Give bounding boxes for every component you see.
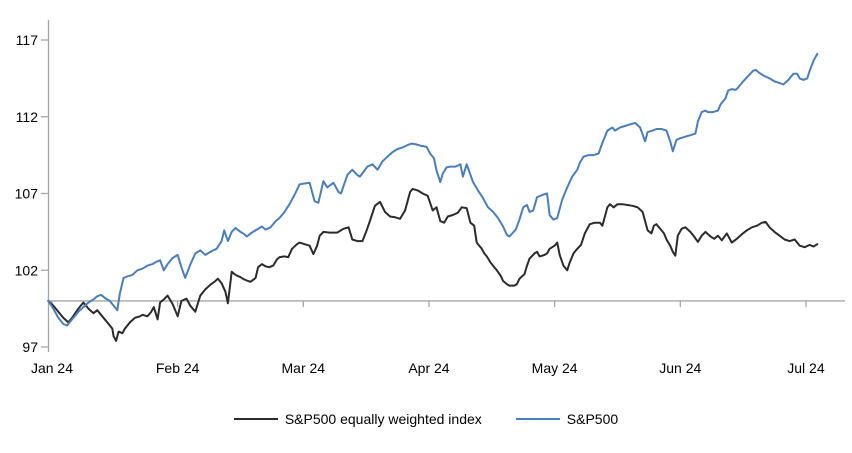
y-tick-label: 107: [15, 186, 39, 202]
x-tick-label: Jul 24: [787, 360, 825, 376]
legend-label-equal-weighted: S&P500 equally weighted index: [284, 411, 482, 427]
x-tick-label: Jan 24: [31, 360, 73, 376]
chart-legend: S&P500 equally weighted index S&P500: [0, 411, 852, 427]
equal-weighted-line-swatch: [233, 418, 278, 420]
equal-weighted-series-line: [47, 187, 819, 342]
y-tick-label: 117: [16, 32, 39, 48]
x-tick-label: Mar 24: [282, 360, 326, 376]
x-tick-label: May 24: [532, 360, 578, 376]
x-tick-label: Apr 24: [408, 360, 449, 376]
sp500-line-swatch: [515, 418, 560, 420]
x-tick-label: Feb 24: [156, 360, 200, 376]
legend-item-sp500: S&P500: [515, 411, 619, 427]
legend-item-equal-weighted: S&P500 equally weighted index: [233, 411, 482, 427]
x-tick-label: Jun 24: [659, 360, 701, 376]
y-tick-label: 102: [15, 262, 39, 278]
y-tick-label: 97: [22, 339, 38, 355]
sp500-series-line: [47, 52, 819, 327]
legend-label-sp500: S&P500: [566, 411, 619, 427]
y-tick-label: 112: [16, 109, 39, 125]
